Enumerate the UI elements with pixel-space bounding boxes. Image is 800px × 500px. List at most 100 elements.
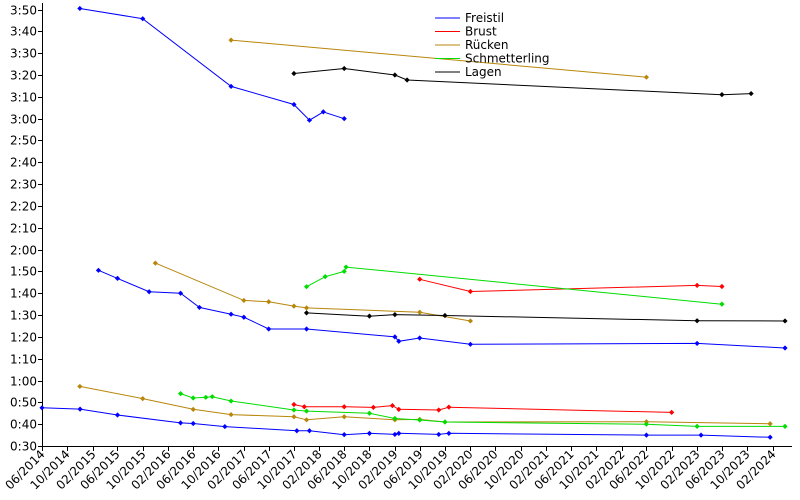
data-point (320, 109, 326, 115)
data-point (694, 340, 700, 347)
data-point (209, 394, 215, 400)
y-tick-label: 2:20 (10, 200, 37, 214)
legend-label: Lagen (465, 65, 502, 79)
data-point (392, 312, 398, 318)
y-tick-label: 2:10 (10, 222, 37, 236)
series-brust (417, 276, 725, 295)
y-tick-label: 3:20 (10, 69, 37, 83)
data-point (241, 297, 247, 304)
y-tick-label: 3:50 (10, 4, 37, 18)
data-point (241, 314, 247, 320)
data-point (643, 432, 650, 438)
data-point (748, 90, 754, 97)
y-tick-label: 2:40 (10, 156, 37, 170)
data-point (177, 391, 184, 397)
data-point (291, 407, 297, 413)
data-point (95, 267, 102, 273)
data-point (341, 404, 347, 410)
data-point (228, 411, 234, 418)
y-tick-label: 1:50 (10, 265, 37, 279)
data-point (694, 282, 700, 288)
data-point (343, 264, 349, 270)
data-point (190, 395, 196, 401)
data-point (291, 101, 297, 108)
y-tick-label: 1:40 (10, 287, 37, 301)
legend-label: Schmetterling (465, 52, 550, 66)
series-lagen (291, 65, 754, 98)
data-point (228, 311, 234, 317)
data-point (291, 414, 297, 420)
data-point (436, 431, 442, 438)
series-line (419, 278, 722, 293)
data-point (177, 290, 184, 296)
data-point (446, 430, 452, 436)
data-point (222, 423, 228, 430)
data-point (77, 383, 83, 390)
data-point (442, 312, 448, 319)
y-tick-label: 3:10 (10, 91, 37, 105)
data-point (767, 421, 773, 427)
data-point (140, 396, 146, 402)
data-point (114, 412, 121, 418)
series-freistil (39, 405, 773, 440)
y-tick-label: 1:00 (10, 375, 37, 389)
data-point (669, 409, 675, 415)
data-point (417, 417, 423, 423)
y-ticks: 0:30 0:40 0:50 1:00 1:10 1:20 1:30 1:40 1:50 2:00… (10, 4, 42, 454)
data-point (782, 345, 788, 351)
data-point (152, 260, 158, 266)
data-point (389, 403, 396, 409)
data-point (417, 309, 423, 315)
data-point (467, 318, 473, 324)
data-point (442, 419, 448, 425)
data-point (392, 334, 398, 340)
data-point (436, 407, 442, 413)
data-point (366, 430, 373, 436)
data-point (782, 423, 788, 429)
y-tick-label: 3:00 (10, 113, 37, 127)
data-point (294, 428, 300, 434)
data-point (39, 405, 45, 411)
data-point (306, 428, 313, 434)
y-tick-label: 1:20 (10, 331, 37, 345)
series-brust (291, 401, 675, 415)
series-schmetterling (303, 264, 725, 307)
data-point (396, 406, 402, 412)
data-point (719, 92, 725, 98)
series-line (79, 8, 345, 121)
x-ticks: 06/201410/201402/201506/201510/201502/20… (2, 446, 779, 492)
data-point (694, 318, 700, 324)
series-line (98, 269, 786, 349)
y-tick-label: 2:30 (10, 178, 37, 192)
series-freistil (77, 5, 347, 123)
data-point (303, 305, 310, 311)
data-point (396, 430, 402, 436)
data-point (370, 404, 376, 410)
data-point (303, 408, 310, 414)
data-point (467, 288, 473, 295)
data-point (341, 432, 347, 438)
data-point (467, 341, 473, 347)
data-point (303, 310, 310, 316)
data-point (303, 284, 310, 290)
series-line (306, 312, 786, 322)
y-tick-label: 1:10 (10, 353, 37, 367)
series-line (79, 385, 771, 425)
data-point (266, 326, 272, 332)
data-point (719, 283, 725, 290)
data-point (767, 434, 773, 440)
data-point (301, 404, 307, 410)
data-point (341, 268, 347, 275)
data-point (114, 275, 121, 282)
y-tick-label: 3:30 (10, 47, 37, 61)
data-point (303, 417, 310, 423)
data-point (417, 335, 423, 341)
y-tick-label: 0:40 (10, 418, 37, 432)
data-point (291, 401, 297, 408)
data-point (203, 394, 209, 400)
series-freistil (95, 267, 788, 351)
data-point (366, 410, 373, 416)
y-tick-label: 2:00 (10, 244, 37, 258)
series-schmetterling (177, 391, 788, 429)
